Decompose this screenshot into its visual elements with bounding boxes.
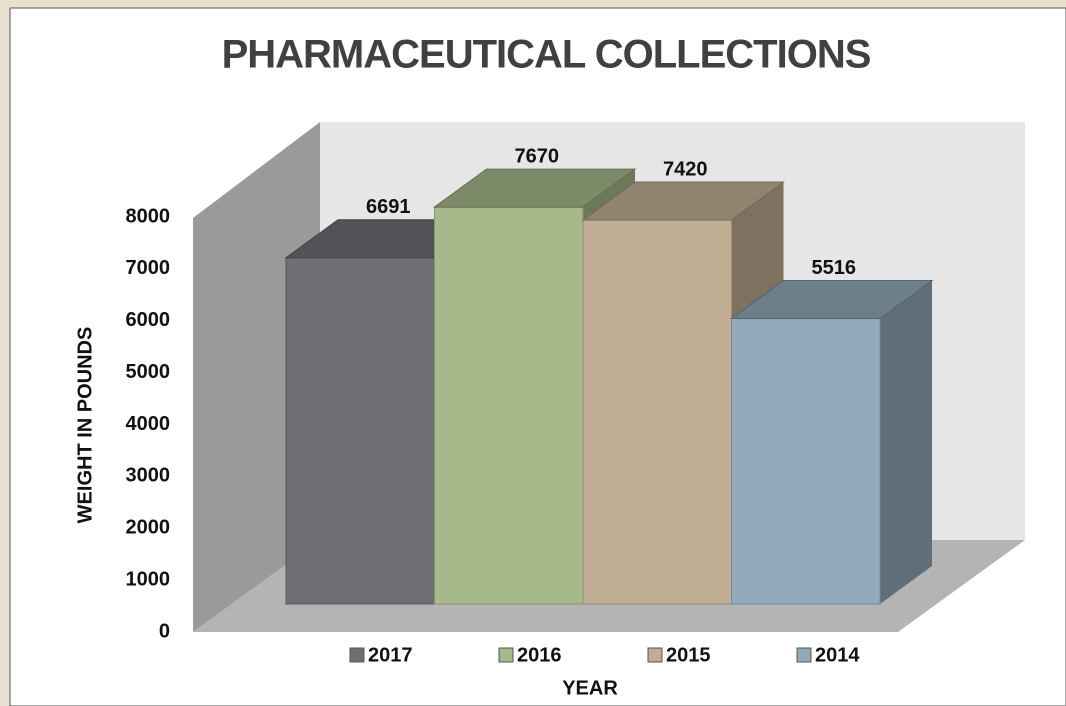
legend-swatch — [498, 647, 514, 663]
bar-top — [432, 168, 637, 208]
x-axis-title: YEAR — [562, 677, 618, 699]
y-tick-label: 4000 — [126, 413, 171, 435]
y-tick-label: 1000 — [126, 568, 171, 590]
y-axis-title: WEIGHT IN POUNDS — [74, 327, 96, 524]
bar-side — [880, 280, 932, 604]
legend-label: 2015 — [666, 644, 711, 666]
bar-top — [581, 181, 786, 221]
legend-label: 2016 — [517, 644, 562, 666]
y-tick-label: 8000 — [126, 205, 171, 227]
chart-title: PHARMACEUTICAL COLLECTIONS — [222, 33, 871, 77]
legend-swatch — [796, 647, 812, 663]
y-tick-label: 2000 — [126, 517, 171, 539]
y-tick-label: 3000 — [126, 465, 171, 487]
data-label: 7420 — [663, 158, 708, 180]
bar — [731, 318, 881, 605]
bar — [434, 206, 584, 605]
data-label: 5516 — [812, 257, 857, 279]
y-tick-label: 5000 — [126, 361, 171, 383]
data-label: 7670 — [515, 145, 560, 167]
data-label: 6691 — [366, 196, 411, 218]
bar-top — [729, 280, 934, 320]
legend-label: 2017 — [368, 644, 413, 666]
y-tick-label: 7000 — [126, 257, 171, 279]
legend-label: 2014 — [815, 644, 860, 666]
legend-swatch — [647, 647, 663, 663]
y-tick-label: 0 — [159, 620, 170, 642]
bar — [582, 219, 732, 605]
bar — [285, 257, 435, 605]
legend-swatch — [349, 647, 365, 663]
y-tick-label: 6000 — [126, 309, 171, 331]
